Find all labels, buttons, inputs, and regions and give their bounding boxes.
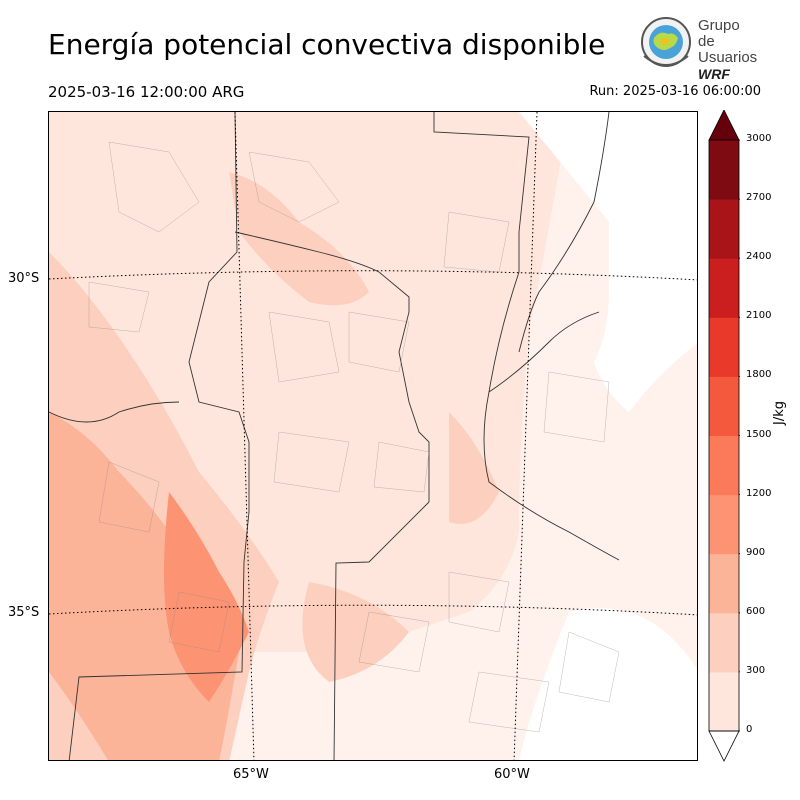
colorbar-segment [709, 671, 739, 732]
logo-line-1: Grupo de [698, 17, 740, 50]
colorbar-tick-label: 1200 [746, 487, 772, 499]
lat-label-30s: 30°S [8, 271, 40, 286]
colorbar-tick-label: 900 [746, 546, 766, 558]
logo-line-2: Usuarios [698, 49, 758, 66]
cape-map [48, 111, 698, 761]
colorbar-segment [709, 612, 739, 673]
colorbar-tick-label: 2700 [746, 192, 772, 204]
colorbar-tick-label: 300 [746, 664, 766, 676]
colorbar-extend-high [708, 110, 740, 141]
colorbar-segment [709, 376, 739, 436]
colorbar-segment [709, 435, 739, 496]
colorbar-tick-label: 2100 [746, 310, 772, 322]
colorbar-tick-label: 1800 [746, 369, 772, 381]
colorbar-tick-label: 3000 [746, 133, 772, 144]
wrf-logo: Grupo de Usuarios WRF [638, 16, 758, 82]
page-title: Energía potencial convectiva disponible [48, 28, 606, 61]
lon-label-60w: 60°W [494, 767, 530, 782]
colorbar-tick-label: 0 [746, 724, 753, 735]
colorbar [708, 110, 740, 762]
logo-line-3: WRF [698, 66, 730, 82]
globe-emblem-icon [641, 17, 691, 67]
lon-label-65w: 65°W [233, 767, 269, 782]
colorbar-segment [709, 140, 739, 200]
colorbar-segment [709, 494, 739, 555]
colorbar-extend-low [708, 730, 740, 762]
colorbar-tick-label: 2400 [746, 251, 772, 263]
lat-label-35s: 35°S [8, 605, 40, 620]
colorbar-tick-label: 1500 [746, 428, 772, 440]
colorbar-segment [709, 258, 739, 318]
colorbar-segment [709, 553, 739, 614]
colorbar-unit: J/kg [772, 401, 787, 425]
run-time: Run: 2025-03-16 06:00:00 [589, 84, 761, 99]
colorbar-segment [709, 317, 739, 377]
colorbar-tick-label: 600 [746, 605, 766, 617]
logo-text: Grupo de Usuarios WRF [698, 17, 758, 83]
colorbar-segment [709, 199, 739, 259]
cape-band-900 [164, 492, 249, 702]
valid-time: 2025-03-16 12:00:00 ARG [48, 83, 245, 101]
